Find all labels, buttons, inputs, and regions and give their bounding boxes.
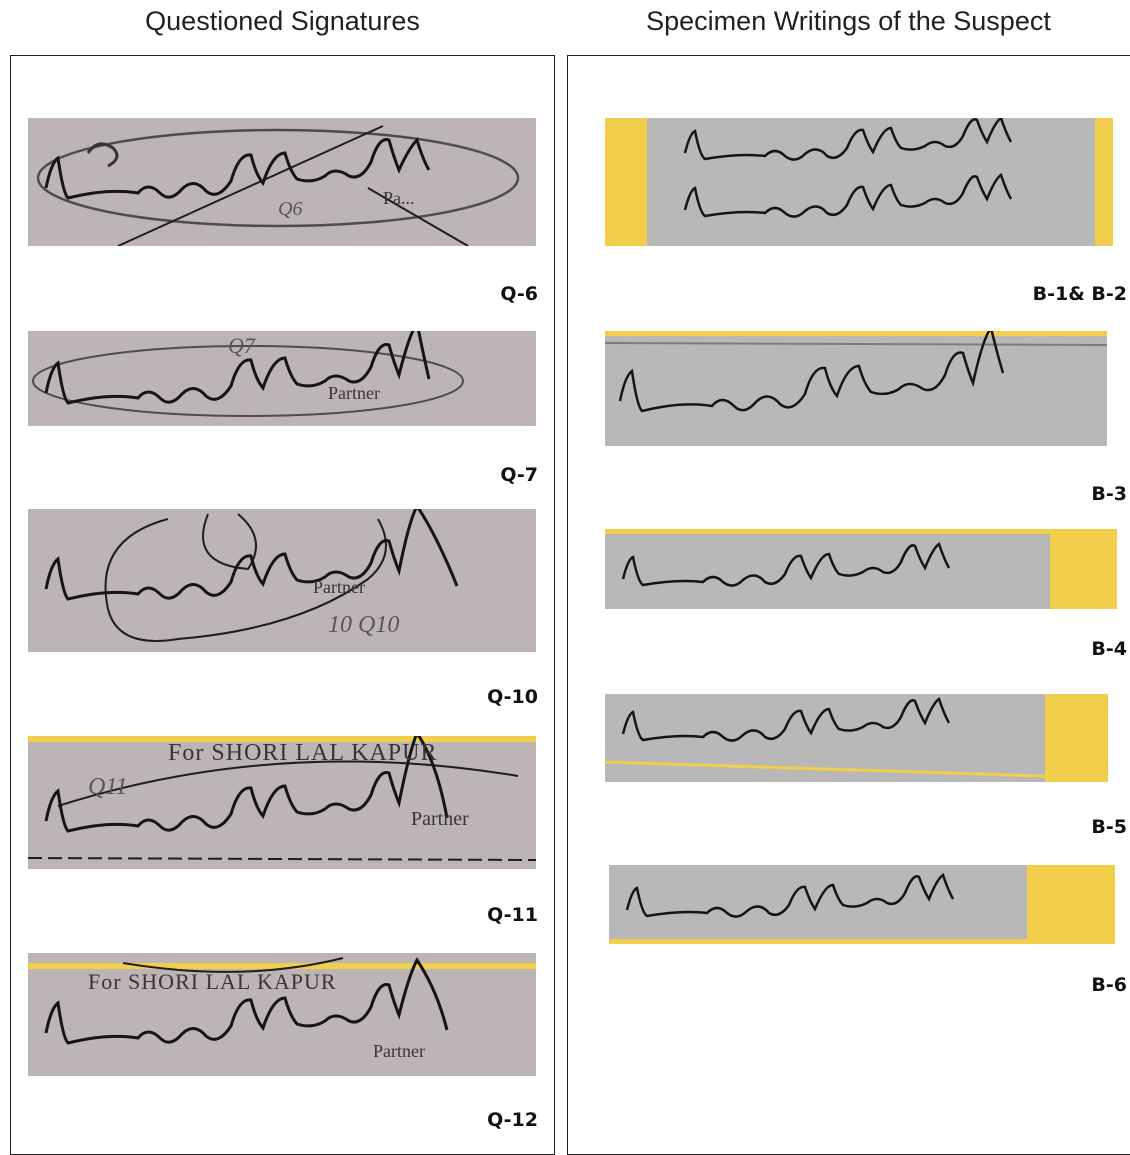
specimen-signature-image-b1-b2 — [605, 118, 1113, 246]
specimen-signature-image-b4 — [605, 529, 1117, 609]
exhibit-mark: 10 Q10 — [328, 612, 400, 638]
exhibit-mark: Q11 — [88, 774, 128, 800]
specimen-signature-image-b3 — [605, 331, 1107, 446]
exhibit-label-q7: Q-7 — [500, 464, 538, 486]
firm-stamp: For SHORI LAL KAPUR — [168, 740, 438, 766]
exhibit-label-b5: B-5 — [1091, 816, 1127, 838]
exhibit-label-q12: Q-12 — [487, 1109, 538, 1131]
questioned-signatures-heading: Questioned Signatures — [145, 6, 420, 36]
partner-print: Partner — [411, 808, 469, 830]
firm-stamp: For SHORI LAL KAPUR — [88, 969, 337, 994]
partner-print: Partner — [328, 383, 380, 403]
exhibit-label-b3: B-3 — [1091, 483, 1127, 505]
exhibit-label-q10: Q-10 — [487, 686, 538, 708]
questioned-signature-image-q11: For SHORI LAL KAPUR Partner Q11 — [28, 736, 536, 869]
exhibit-label-b1-b2: B-1& B-2 — [1032, 283, 1127, 305]
exhibit-label-b6: B-6 — [1091, 974, 1127, 996]
questioned-signature-image-q7: Partner Q7 — [28, 331, 536, 426]
exhibit-label-q11: Q-11 — [487, 904, 538, 926]
specimen-signature-image-b6 — [609, 865, 1115, 944]
questioned-signature-image-q6: Pa... Q6 — [28, 118, 536, 246]
partner-print: Pa... — [383, 188, 415, 208]
partner-print: Partner — [373, 1041, 425, 1061]
questioned-signatures-panel: Pa... Q6 Q-6 Partner Q7 Q-7 Partner 10 Q… — [10, 55, 555, 1155]
questioned-signature-image-q10: Partner 10 Q10 — [28, 509, 536, 652]
specimen-writings-heading: Specimen Writings of the Suspect — [646, 6, 1051, 36]
partner-print: Partner — [313, 577, 365, 597]
exhibit-mark: Q6 — [278, 198, 303, 220]
questioned-signature-image-q12: For SHORI LAL KAPUR Partner — [28, 953, 536, 1076]
exhibit-mark: Q7 — [228, 333, 255, 358]
exhibit-label-b4: B-4 — [1091, 638, 1127, 660]
specimen-writings-panel: B-1& B-2 B-3 B-4 B-5 — [567, 55, 1130, 1155]
exhibit-label-q6: Q-6 — [500, 283, 538, 305]
specimen-signature-image-b5 — [605, 694, 1108, 782]
